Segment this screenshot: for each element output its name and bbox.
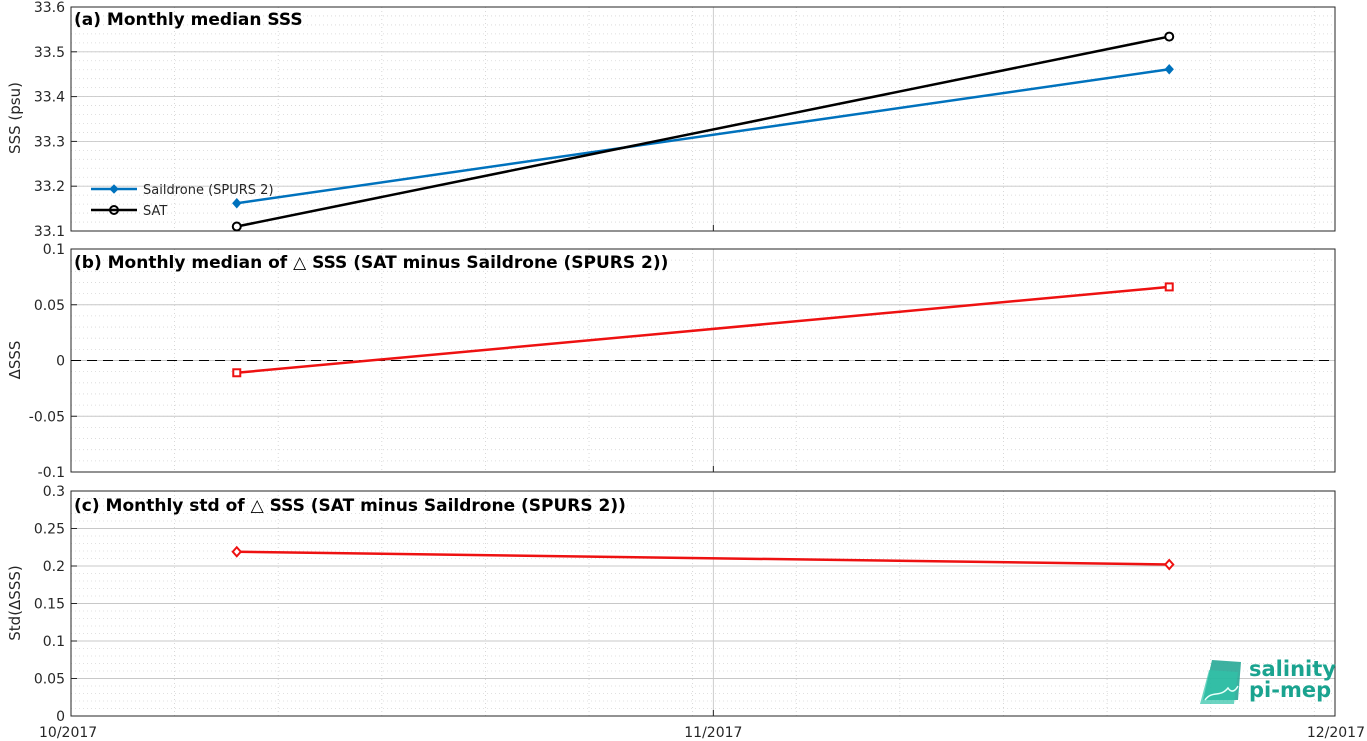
y-tick-label: 0: [56, 354, 65, 370]
panel-c-ylabel: Std(ΔSSS): [6, 565, 24, 640]
data-point: [232, 197, 242, 209]
x-tick-label: 12/2017: [1307, 725, 1365, 741]
legend: Saildrone (SPURS 2) SAT: [91, 183, 274, 219]
y-tick-label: 0.2: [43, 559, 65, 575]
panel-a-ylabel: SSS (psu): [6, 82, 24, 154]
y-tick-label: 0.1: [43, 242, 65, 258]
panel-a-title: (a) Monthly median SSS: [74, 10, 303, 30]
y-tick-label: 0.05: [34, 298, 65, 314]
panel-b-title: (b) Monthly median of △ SSS (SAT minus S…: [74, 253, 668, 273]
y-tick-label: 33.6: [34, 0, 65, 16]
axes-box: [70, 6, 1336, 232]
x-tick-label: 11/2017: [684, 725, 742, 741]
series-line: [236, 68, 1170, 205]
data-point: [231, 221, 242, 232]
data-point: [1164, 31, 1175, 42]
y-tick-label: 33.4: [34, 90, 65, 106]
legend-sat: SAT: [143, 204, 167, 219]
series-line: [236, 35, 1170, 228]
data-point: [1163, 558, 1175, 571]
series-line: [236, 285, 1170, 375]
panel-c: 0 0.05 0.1 0.15 0.2 0.25 0.3 10/2017 11/2017 12/2…: [6, 484, 1365, 741]
y-tick-label: -0.1: [38, 465, 65, 481]
salinity-pi-mep-logo: salinity pi-mep: [1200, 657, 1336, 704]
y-tick-label: 33.5: [34, 45, 65, 61]
panel-b: -0.1 -0.05 0 0.05 0.1 (b) Monthly median of …: [6, 242, 1336, 481]
y-tick-label: 0.05: [34, 672, 65, 688]
series-line: [236, 550, 1170, 566]
y-tick-label: 0.25: [34, 522, 65, 538]
data-point: [1164, 282, 1174, 292]
y-tick-label: 33.2: [34, 179, 65, 195]
legend-saildrone: Saildrone (SPURS 2): [143, 183, 274, 198]
data-point: [1164, 64, 1174, 75]
y-tick-label: 33.1: [34, 224, 65, 240]
y-tick-label: 0: [56, 709, 65, 725]
y-tick-label: 0.15: [34, 597, 65, 613]
logo-line2: pi-mep: [1249, 678, 1331, 702]
y-tick-label: 33.3: [34, 134, 65, 150]
panel-b-ylabel: ΔSSS: [6, 341, 24, 380]
y-tick-label: 0.1: [43, 634, 65, 650]
axes-box: [70, 490, 1336, 717]
y-tick-label: -0.05: [29, 409, 65, 425]
panel-c-title: (c) Monthly std of △ SSS (SAT minus Sail…: [74, 496, 626, 516]
data-point: [231, 545, 243, 558]
x-tick-label: 10/2017: [39, 725, 97, 741]
logo-line1: salinity: [1249, 657, 1336, 681]
panel-a: 33.1 33.2 33.3 33.4 33.5 33.6 (a) Monthly med…: [6, 0, 1336, 240]
y-tick-label: 0.3: [43, 484, 65, 500]
data-point: [232, 368, 242, 378]
